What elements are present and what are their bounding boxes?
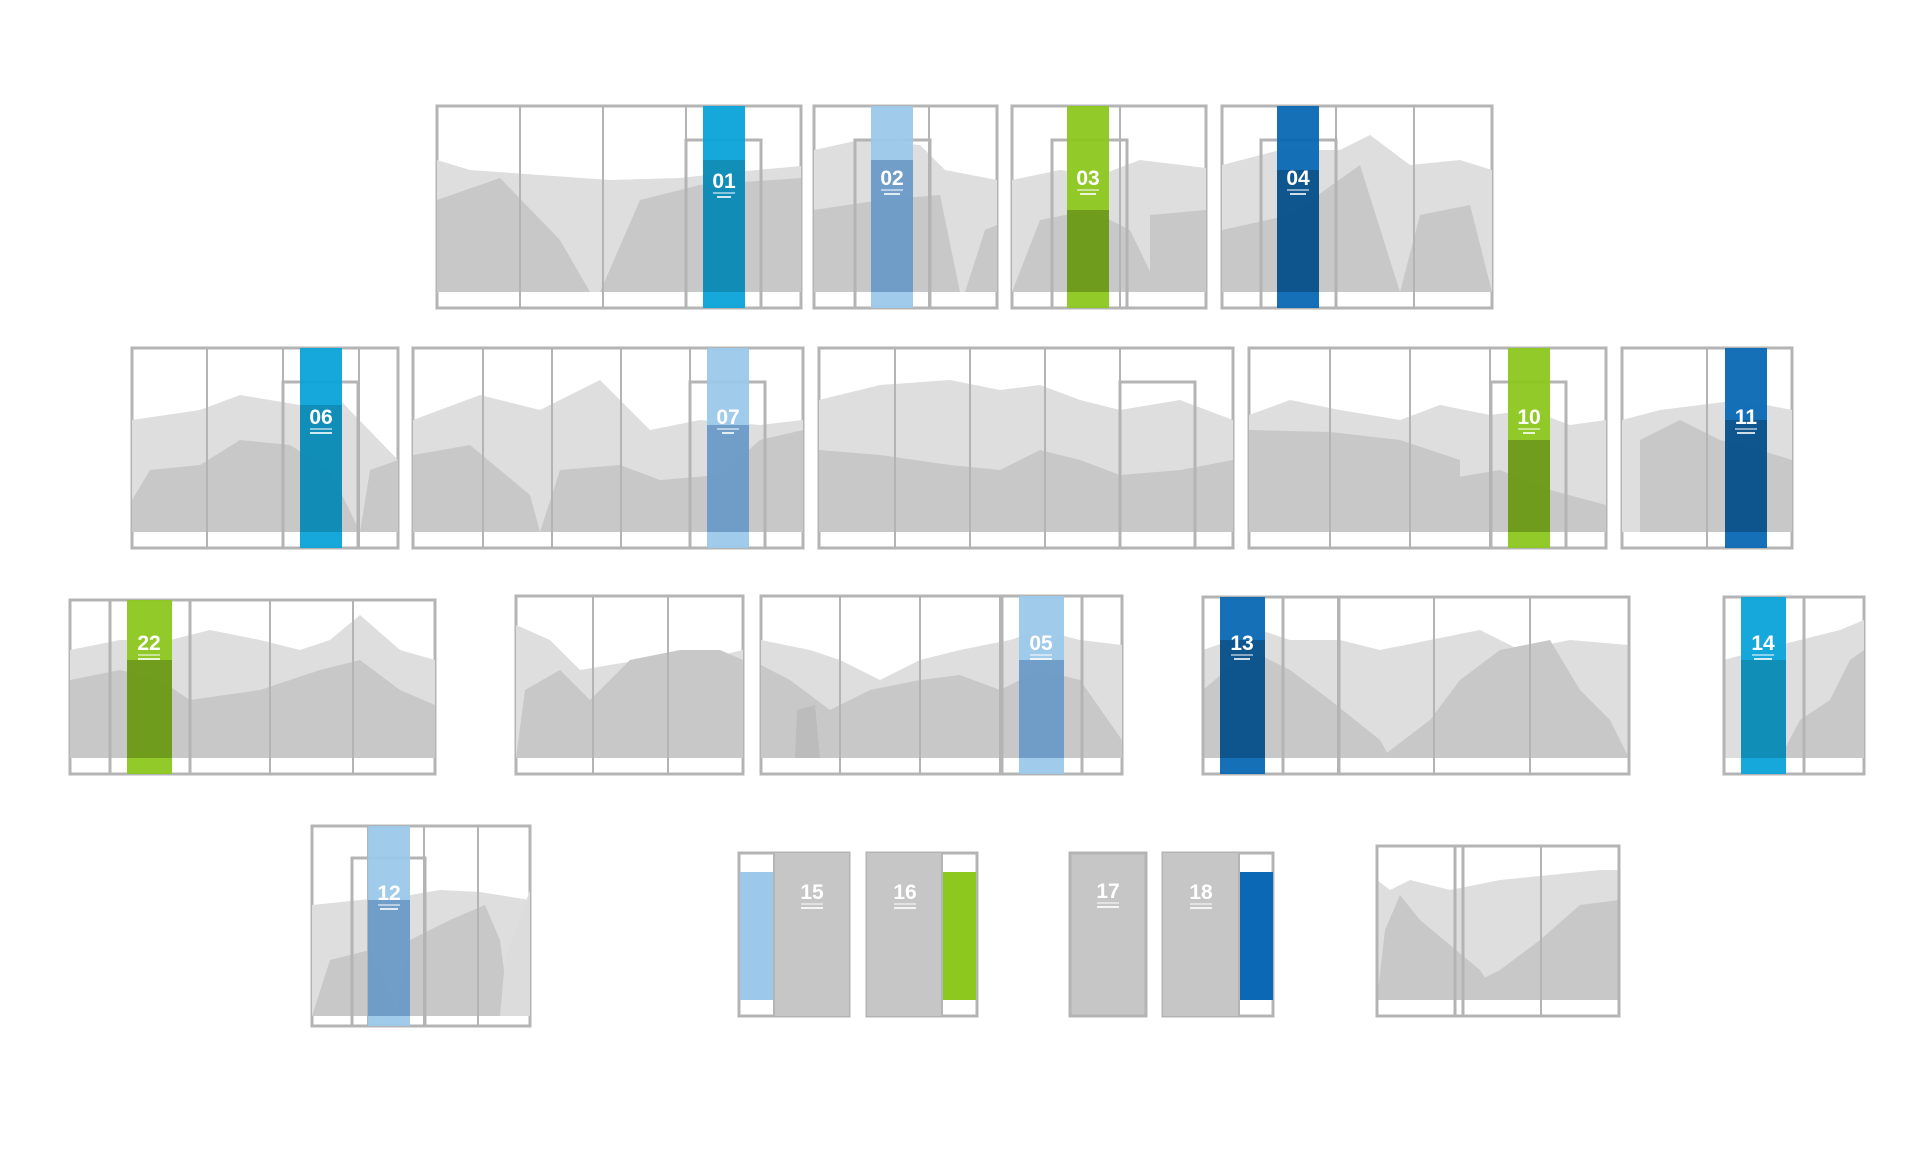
panel-number-10: 10 [1517, 406, 1540, 429]
panel-number-22: 22 [137, 632, 160, 655]
color-stripe-light-blue [740, 872, 774, 1000]
wall-panel-unlabeled-a [817, 346, 1235, 550]
wall-panel-05: 05 [759, 594, 1124, 776]
panel-number-06: 06 [309, 406, 332, 429]
panel-number-07: 07 [716, 406, 739, 429]
panel-number-02: 02 [880, 167, 903, 190]
wall-panel-04: 04 [1220, 104, 1494, 310]
wall-panel-03: 03 [1010, 104, 1208, 310]
wall-panel-06: 06 [130, 346, 400, 550]
color-stripe-green [942, 872, 976, 1000]
wall-panel-10: 10 [1247, 346, 1608, 550]
mountain-front [600, 178, 801, 292]
wall-panel-13: 13 [1201, 595, 1631, 776]
mountain-front [437, 178, 590, 292]
color-stripe-green [1508, 348, 1550, 548]
wall-panel-05-left-section [514, 594, 745, 776]
color-stripe-light-blue [707, 348, 749, 548]
panel-number-15: 15 [800, 881, 824, 904]
color-stripe-green [1067, 106, 1109, 308]
wall-panel-07: 07 [411, 346, 805, 550]
panel-number-13: 13 [1230, 632, 1253, 655]
door-panel-18: 18 [1161, 851, 1275, 1018]
color-stripe-dark-blue [1220, 597, 1265, 774]
color-stripe-dark-blue [1725, 348, 1767, 548]
wall-panel-22: 22 [68, 598, 437, 776]
panel-number-18: 18 [1189, 881, 1213, 904]
panel-number-14: 14 [1751, 632, 1775, 655]
color-stripe-light-blue [368, 826, 410, 1026]
panel-number-17: 17 [1096, 880, 1119, 903]
wall-panel-unlabeled-b [1375, 844, 1621, 1018]
door-panel-16: 16 [865, 851, 979, 1018]
color-stripe-light-blue [1019, 596, 1064, 774]
panel-number-01: 01 [712, 170, 736, 193]
panel-number-03: 03 [1076, 167, 1099, 190]
wall-panel-01: 01 [435, 104, 803, 310]
color-stripe-cyan [703, 106, 745, 308]
wall-panel-12: 12 [310, 824, 532, 1028]
color-stripe-dark-blue [1239, 872, 1273, 1000]
wall-panel-02: 02 [812, 104, 999, 310]
color-stripe-green [127, 600, 172, 774]
wall-panel-11: 11 [1620, 346, 1794, 550]
panel-number-11: 11 [1735, 406, 1758, 429]
panel-number-16: 16 [893, 881, 916, 904]
color-stripe-cyan [300, 348, 342, 548]
color-stripe-dark-blue [1277, 106, 1319, 308]
panel-number-04: 04 [1286, 167, 1310, 190]
door-panel-17: 17 [1068, 851, 1148, 1018]
panel-number-12: 12 [377, 882, 400, 905]
panel-number-05: 05 [1029, 632, 1053, 655]
wall-panel-14: 14 [1722, 595, 1866, 776]
door-panel-15: 15 [737, 851, 851, 1018]
color-stripe-cyan [1741, 597, 1786, 774]
color-stripe-light-blue [871, 106, 913, 308]
